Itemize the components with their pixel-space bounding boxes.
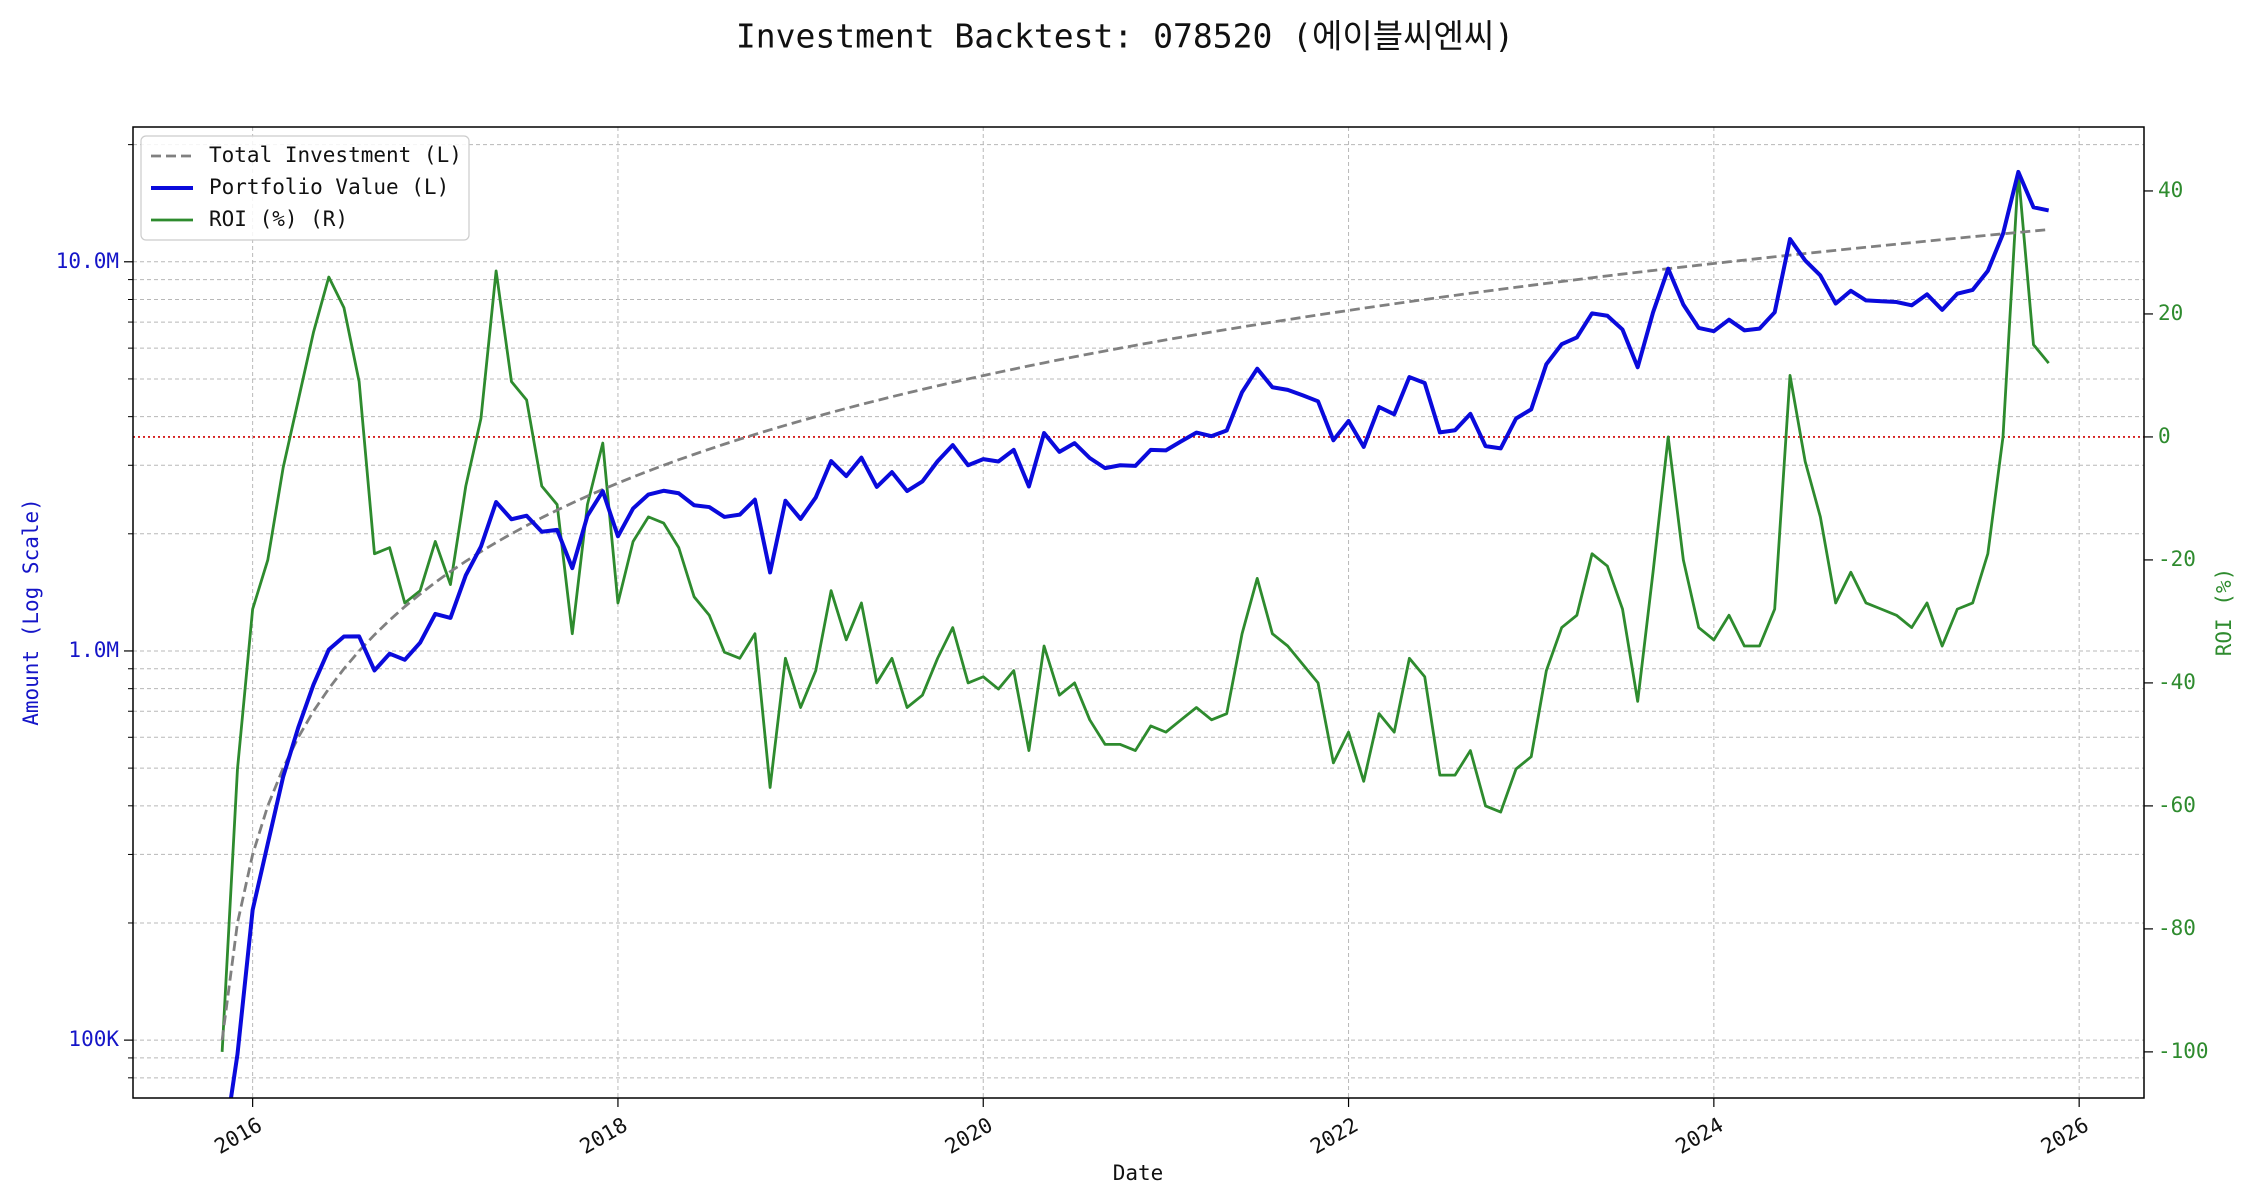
x-axis-label: Date xyxy=(1113,1161,1164,1185)
legend-label: Portfolio Value (L) xyxy=(209,175,449,199)
chart-title: Investment Backtest: 078520 (에이블씨엔씨) xyxy=(736,17,1514,56)
y2-tick-label: 20 xyxy=(2158,301,2183,325)
y2-tick-label: 40 xyxy=(2158,178,2183,202)
series-line xyxy=(228,169,2050,1098)
y-tick-label: 10.0M xyxy=(56,249,119,273)
plot-area xyxy=(220,169,2050,1098)
y2-tick-label: -20 xyxy=(2158,547,2196,571)
y2-tick-label: -100 xyxy=(2158,1039,2209,1063)
y2-axis-label: ROI (%) xyxy=(2212,568,2236,657)
plot-frame xyxy=(132,126,2145,1099)
legend: Total Investment (L) Portfolio Value (L) R… xyxy=(140,135,470,241)
y2-tick-label: 0 xyxy=(2158,424,2171,448)
series-line xyxy=(220,228,2049,1041)
y2-tick-label: -60 xyxy=(2158,793,2196,817)
legend-label: ROI (%) (R) xyxy=(209,207,348,231)
y-tick-label: 100K xyxy=(68,1027,119,1051)
y2-tick-label: -40 xyxy=(2158,670,2196,694)
y-axis-label: Amount (Log Scale) xyxy=(19,498,43,726)
legend-box xyxy=(140,135,470,241)
y-tick-label: 1.0M xyxy=(68,638,119,662)
legend-label: Total Investment (L) xyxy=(209,143,462,167)
y2-tick-label: -80 xyxy=(2158,916,2196,940)
series-line xyxy=(220,171,2050,1052)
